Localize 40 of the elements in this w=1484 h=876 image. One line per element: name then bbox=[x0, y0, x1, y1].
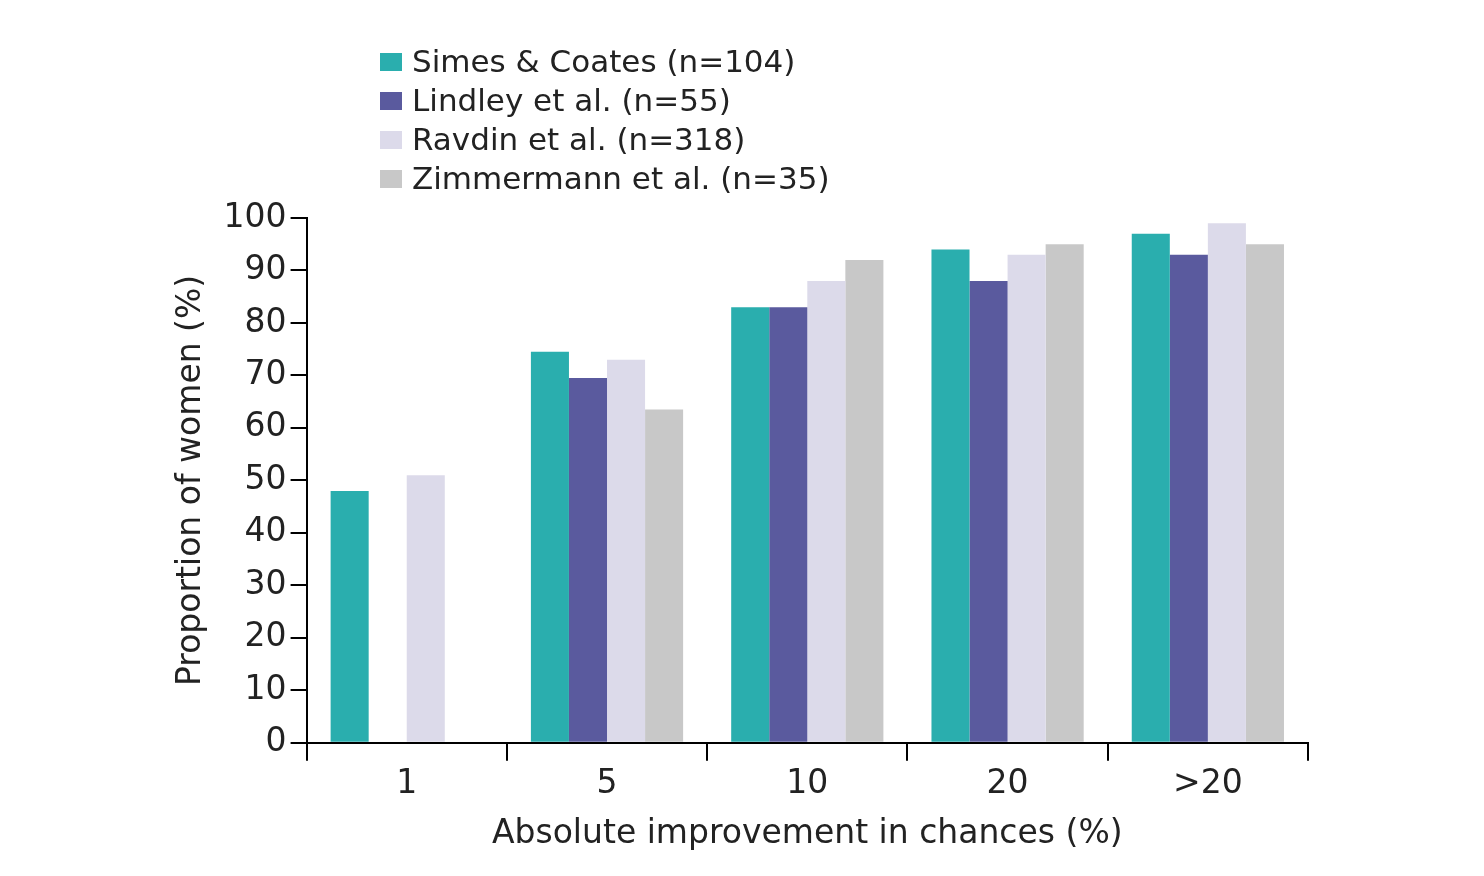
bar bbox=[931, 249, 970, 742]
x-tick-label: >20 bbox=[1173, 762, 1243, 802]
y-tick-label: 90 bbox=[244, 248, 287, 288]
y-tick-label: 100 bbox=[223, 195, 287, 235]
bar bbox=[645, 409, 684, 742]
x-tick-label: 1 bbox=[396, 762, 418, 802]
y-tick-label: 50 bbox=[244, 457, 287, 497]
bar bbox=[1007, 254, 1046, 742]
x-axis-title: Absolute improvement in chances (%) bbox=[491, 811, 1123, 851]
bar bbox=[731, 307, 770, 742]
x-tick-label: 20 bbox=[986, 762, 1029, 802]
bar bbox=[769, 307, 808, 742]
y-tick-label: 80 bbox=[244, 300, 287, 340]
y-tick-label: 0 bbox=[265, 720, 287, 760]
y-tick-label: 10 bbox=[244, 667, 287, 707]
y-axis-title: Proportion of women (%) bbox=[169, 274, 209, 686]
bar bbox=[1131, 233, 1170, 742]
bar bbox=[969, 280, 1008, 742]
bar bbox=[406, 475, 445, 742]
bar bbox=[607, 359, 646, 742]
legend-label: Lindley et al. (n=55) bbox=[412, 81, 731, 120]
x-tick-label: 5 bbox=[596, 762, 618, 802]
x-tick-label: 10 bbox=[786, 762, 829, 802]
bar bbox=[845, 259, 884, 742]
bar bbox=[530, 351, 569, 742]
bar bbox=[1207, 223, 1246, 742]
y-tick-label: 30 bbox=[244, 562, 287, 602]
legend-label: Zimmermann et al. (n=35) bbox=[412, 159, 830, 198]
bar bbox=[330, 490, 369, 742]
y-tick-label: 70 bbox=[244, 353, 287, 393]
bar bbox=[1045, 244, 1084, 742]
legend-label: Simes & Coates (n=104) bbox=[412, 42, 796, 81]
bar bbox=[1245, 244, 1284, 742]
legend-label: Ravdin et al. (n=318) bbox=[412, 120, 746, 159]
y-tick-label: 20 bbox=[244, 615, 287, 655]
bar bbox=[807, 280, 846, 742]
bar bbox=[1169, 254, 1208, 742]
bar bbox=[568, 378, 608, 742]
y-tick-label: 60 bbox=[244, 405, 287, 445]
y-tick-label: 40 bbox=[244, 510, 287, 550]
